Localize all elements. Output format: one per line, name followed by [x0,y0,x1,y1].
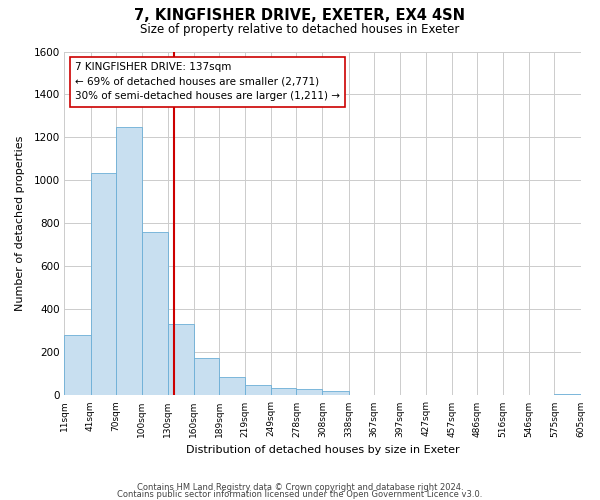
Text: Size of property relative to detached houses in Exeter: Size of property relative to detached ho… [140,22,460,36]
Bar [245,384,271,396]
Y-axis label: Number of detached properties: Number of detached properties [15,136,25,311]
Bar [296,389,322,396]
Bar [64,335,91,396]
Bar [116,126,142,396]
Bar [168,324,194,396]
Text: Contains public sector information licensed under the Open Government Licence v3: Contains public sector information licen… [118,490,482,499]
Text: 7, KINGFISHER DRIVE, EXETER, EX4 4SN: 7, KINGFISHER DRIVE, EXETER, EX4 4SN [134,8,466,22]
X-axis label: Distribution of detached houses by size in Exeter: Distribution of detached houses by size … [185,445,459,455]
Bar [142,232,168,396]
Bar [194,358,219,396]
Bar [322,391,349,396]
Text: Contains HM Land Registry data © Crown copyright and database right 2024.: Contains HM Land Registry data © Crown c… [137,484,463,492]
Bar [219,377,245,396]
Bar [91,173,116,396]
Text: 7 KINGFISHER DRIVE: 137sqm
← 69% of detached houses are smaller (2,771)
30% of s: 7 KINGFISHER DRIVE: 137sqm ← 69% of deta… [75,62,340,102]
Bar [271,388,296,396]
Bar [554,394,581,396]
